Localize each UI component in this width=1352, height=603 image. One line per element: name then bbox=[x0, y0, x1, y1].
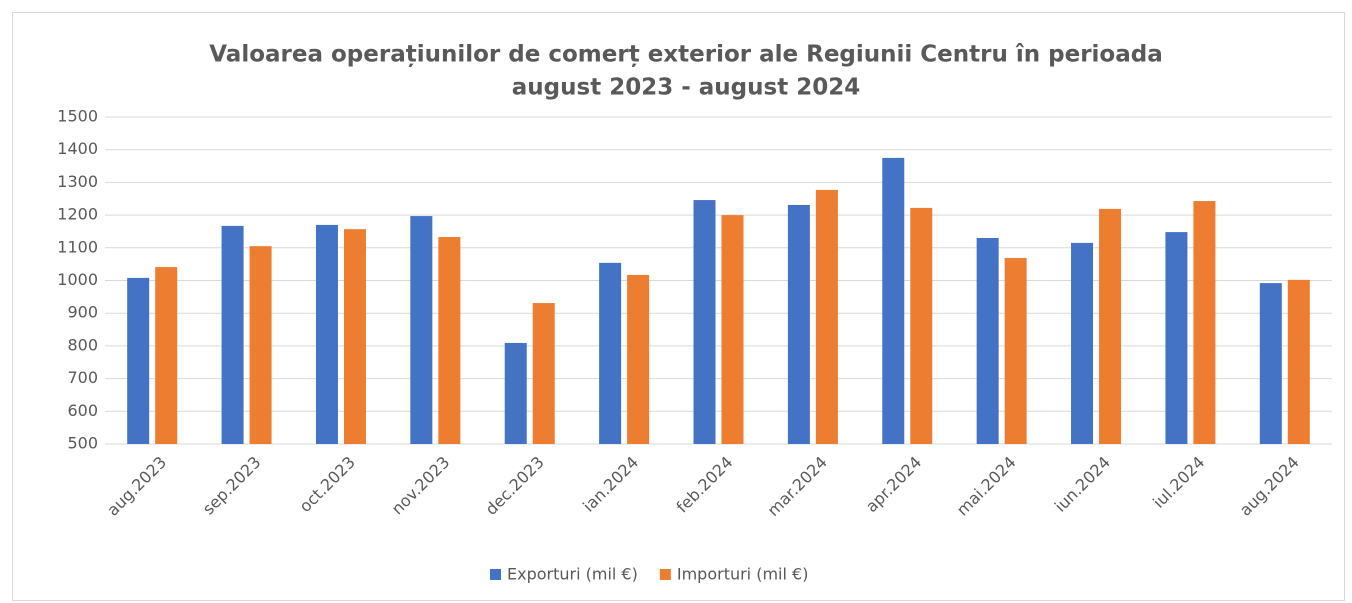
bar bbox=[1287, 279, 1310, 444]
bar bbox=[787, 204, 810, 444]
y-tick-label: 900 bbox=[67, 303, 98, 322]
legend-swatch bbox=[659, 569, 671, 580]
legend-label: Exporturi (mil €) bbox=[507, 565, 638, 584]
bar bbox=[127, 277, 150, 444]
bar bbox=[315, 224, 338, 444]
y-tick-label: 1200 bbox=[57, 205, 98, 224]
y-tick-label: 800 bbox=[67, 335, 98, 354]
y-tick-label: 600 bbox=[67, 401, 98, 420]
bar bbox=[532, 303, 555, 444]
bar bbox=[1165, 232, 1188, 444]
y-tick-label: 700 bbox=[67, 368, 98, 387]
bar bbox=[155, 267, 178, 444]
bar bbox=[410, 216, 433, 444]
y-tick-label: 1100 bbox=[57, 237, 98, 256]
y-tick-label: 1500 bbox=[57, 107, 98, 126]
bar bbox=[504, 342, 527, 444]
chart-title: Valoarea operațiunilor de comerț exterio… bbox=[209, 42, 1162, 68]
bar bbox=[882, 157, 905, 444]
bar bbox=[693, 200, 716, 444]
bar bbox=[1193, 201, 1216, 444]
bar bbox=[599, 262, 622, 444]
bar bbox=[438, 237, 461, 444]
y-tick-label: 1300 bbox=[57, 172, 98, 191]
y-tick-label: 1400 bbox=[57, 139, 98, 158]
bar bbox=[249, 246, 272, 444]
bar bbox=[976, 237, 999, 444]
bar bbox=[910, 207, 933, 444]
y-tick-label: 500 bbox=[67, 434, 98, 453]
bar bbox=[815, 189, 838, 444]
legend-label: Importuri (mil €) bbox=[677, 565, 809, 584]
legend-swatch bbox=[490, 569, 501, 580]
y-tick-label: 1000 bbox=[57, 270, 98, 289]
bar bbox=[1259, 283, 1282, 444]
bar bbox=[627, 274, 650, 444]
bar bbox=[721, 215, 744, 444]
bar bbox=[1004, 257, 1027, 444]
bar bbox=[1071, 242, 1094, 444]
bar bbox=[1099, 208, 1122, 444]
chart-title: august 2023 - august 2024 bbox=[512, 75, 860, 101]
bar bbox=[221, 225, 244, 444]
bar bbox=[343, 229, 366, 444]
